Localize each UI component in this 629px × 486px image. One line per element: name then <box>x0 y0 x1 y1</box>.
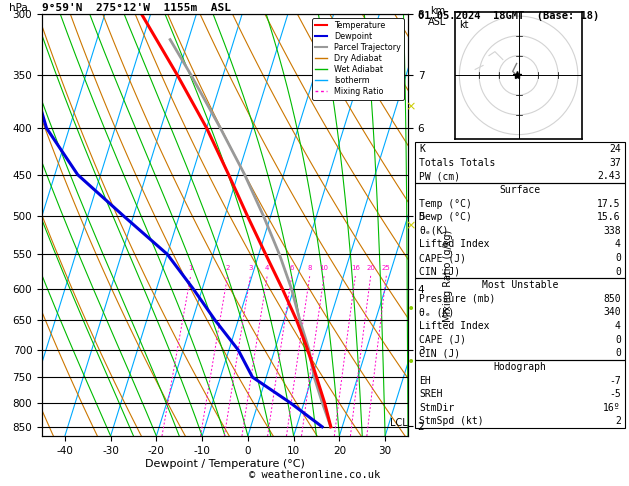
Text: EH: EH <box>419 376 431 385</box>
Text: StmDir: StmDir <box>419 403 454 413</box>
Text: hPa: hPa <box>9 3 28 13</box>
Text: 25: 25 <box>382 265 391 271</box>
Text: SREH: SREH <box>419 389 442 399</box>
Text: 4: 4 <box>265 265 269 271</box>
Text: 16: 16 <box>351 265 360 271</box>
Text: CAPE (J): CAPE (J) <box>419 253 466 263</box>
Text: -7: -7 <box>609 376 621 385</box>
Text: Lifted Index: Lifted Index <box>419 321 489 331</box>
Text: 24: 24 <box>609 144 621 154</box>
Text: θₑ(K): θₑ(K) <box>419 226 448 236</box>
Text: Dewp (°C): Dewp (°C) <box>419 212 472 222</box>
Text: 6: 6 <box>289 265 294 271</box>
Text: kt: kt <box>459 20 469 30</box>
Text: 4: 4 <box>615 240 621 249</box>
Text: •: • <box>406 302 415 315</box>
Text: 850: 850 <box>603 294 621 304</box>
Text: 8: 8 <box>308 265 312 271</box>
Text: θₑ (K): θₑ (K) <box>419 308 454 317</box>
Text: 4: 4 <box>615 321 621 331</box>
Text: 17.5: 17.5 <box>598 199 621 208</box>
Text: 1: 1 <box>189 265 193 271</box>
Text: StmSpd (kt): StmSpd (kt) <box>419 417 484 426</box>
Text: 15.6: 15.6 <box>598 212 621 222</box>
Text: CIN (J): CIN (J) <box>419 348 460 358</box>
Text: Temp (°C): Temp (°C) <box>419 199 472 208</box>
Text: 16º: 16º <box>603 403 621 413</box>
Text: 2: 2 <box>225 265 230 271</box>
Text: 338: 338 <box>603 226 621 236</box>
Text: •: • <box>406 355 415 369</box>
Text: 340: 340 <box>603 308 621 317</box>
Text: Lifted Index: Lifted Index <box>419 240 489 249</box>
Text: ×: × <box>406 101 416 113</box>
Text: 0: 0 <box>615 267 621 277</box>
X-axis label: Dewpoint / Temperature (°C): Dewpoint / Temperature (°C) <box>145 458 305 469</box>
Text: 2: 2 <box>615 417 621 426</box>
Text: 0: 0 <box>615 335 621 345</box>
Text: Pressure (mb): Pressure (mb) <box>419 294 495 304</box>
Text: 0: 0 <box>615 348 621 358</box>
Text: Most Unstable: Most Unstable <box>482 280 558 290</box>
Text: CIN (J): CIN (J) <box>419 267 460 277</box>
Text: Hodograph: Hodograph <box>493 362 547 372</box>
Text: 9°59'N  275°12'W  1155m  ASL: 9°59'N 275°12'W 1155m ASL <box>42 3 231 13</box>
Text: PW (cm): PW (cm) <box>419 172 460 181</box>
Text: 2.43: 2.43 <box>598 172 621 181</box>
Text: Mixing Ratio (g/kg): Mixing Ratio (g/kg) <box>443 229 454 322</box>
Text: Surface: Surface <box>499 185 540 195</box>
Text: 37: 37 <box>609 158 621 168</box>
Text: 10: 10 <box>320 265 329 271</box>
Text: Totals Totals: Totals Totals <box>419 158 495 168</box>
Text: © weatheronline.co.uk: © weatheronline.co.uk <box>249 470 380 480</box>
Text: -5: -5 <box>609 389 621 399</box>
Text: ×: × <box>406 220 416 232</box>
Text: 01.05.2024  18GMT  (Base: 18): 01.05.2024 18GMT (Base: 18) <box>418 11 599 21</box>
Y-axis label: km
ASL: km ASL <box>428 5 447 27</box>
Text: CAPE (J): CAPE (J) <box>419 335 466 345</box>
Text: K: K <box>419 144 425 154</box>
Text: 3: 3 <box>248 265 253 271</box>
Text: 20: 20 <box>366 265 376 271</box>
Legend: Temperature, Dewpoint, Parcel Trajectory, Dry Adiabat, Wet Adiabat, Isotherm, Mi: Temperature, Dewpoint, Parcel Trajectory… <box>312 18 404 100</box>
Text: LCL: LCL <box>390 417 408 428</box>
Text: 0: 0 <box>615 253 621 263</box>
